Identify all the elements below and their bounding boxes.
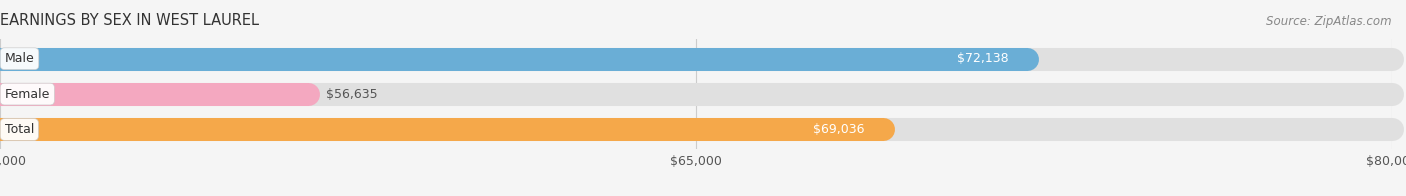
Text: $56,635: $56,635 [326, 88, 378, 101]
Text: EARNINGS BY SEX IN WEST LAUREL: EARNINGS BY SEX IN WEST LAUREL [0, 13, 259, 28]
Text: Male: Male [4, 52, 34, 65]
Text: Source: ZipAtlas.com: Source: ZipAtlas.com [1267, 15, 1392, 28]
Text: Female: Female [4, 88, 51, 101]
Text: Total: Total [4, 123, 34, 136]
Text: $72,138: $72,138 [957, 52, 1008, 65]
Text: $69,036: $69,036 [813, 123, 865, 136]
